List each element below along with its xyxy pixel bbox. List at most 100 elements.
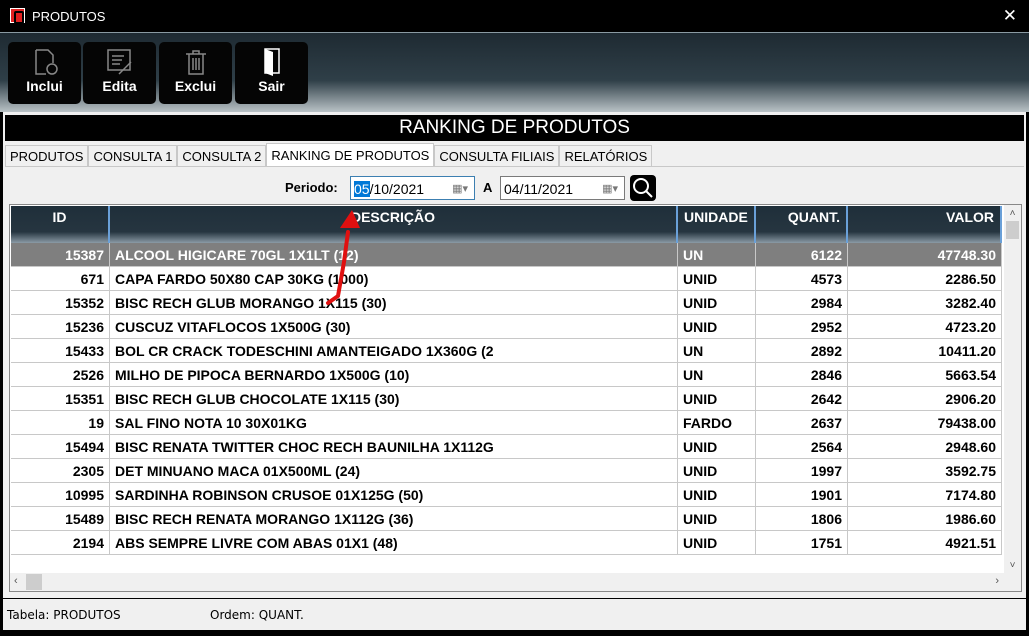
cell-unidade: UNID [678, 531, 756, 555]
cell-unidade: UNID [678, 267, 756, 291]
cell-id: 2526 [11, 363, 110, 387]
cell-valor: 79438.00 [848, 411, 1002, 435]
tab-divider [5, 166, 1024, 167]
cell-id: 15387 [11, 243, 110, 267]
window-title: PRODUTOS [32, 9, 106, 24]
cell-unidade: FARDO [678, 411, 756, 435]
tab-produtos[interactable]: PRODUTOS [5, 145, 89, 166]
cell-descricao: BISC RECH RENATA MORANGO 1X112G (36) [110, 507, 678, 531]
status-table: Tabela: PRODUTOS [7, 608, 121, 622]
sair-button[interactable]: Sair [235, 42, 308, 104]
start-date-input[interactable]: 05/10/2021 ▦▾ [350, 176, 475, 200]
trash-icon [159, 42, 232, 78]
cell-valor: 1986.60 [848, 507, 1002, 531]
cell-descricao: ALCOOL HIGICARE 70GL 1X1LT (12) [110, 243, 678, 267]
cell-quant: 2892 [756, 339, 848, 363]
scroll-up-icon[interactable]: ˄ [1009, 208, 1016, 219]
cell-valor: 4921.51 [848, 531, 1002, 555]
table-row[interactable]: 2305 DET MINUANO MACA 01X500ML (24) UNID 19… [11, 459, 1002, 483]
calendar-dropdown-icon[interactable]: ▦▾ [452, 183, 468, 195]
cell-id: 15433 [11, 339, 110, 363]
table-row[interactable]: 15387 ALCOOL HIGICARE 70GL 1X1LT (12) UN 61… [11, 243, 1002, 267]
toolbar: Inclui Edita Exclui Sair [0, 32, 1029, 112]
period-label: Periodo: [285, 180, 338, 195]
scroll-down-icon[interactable]: ˅ [1009, 560, 1016, 571]
cell-quant: 2984 [756, 291, 848, 315]
column-header-descricao[interactable]: DESCRIÇÃO [110, 206, 678, 243]
table-row[interactable]: 671 CAPA FARDO 50X80 CAP 30KG (1000) UNID 4… [11, 267, 1002, 291]
table-row[interactable]: 15351 BISC RECH GLUB CHOCOLATE 1X115 (30)… [11, 387, 1002, 411]
cell-unidade: UNID [678, 435, 756, 459]
scroll-right-icon[interactable]: › [995, 575, 999, 587]
table-row[interactable]: 15489 BISC RECH RENATA MORANGO 1X112G (36… [11, 507, 1002, 531]
status-bar: Tabela: PRODUTOS Ordem: QUANT. [3, 598, 1026, 628]
cell-id: 15352 [11, 291, 110, 315]
table-row[interactable]: 15433 BOL CR CRACK TODESCHINI AMANTEIGADO… [11, 339, 1002, 363]
tab-consulta-2[interactable]: CONSULTA 2 [177, 145, 267, 166]
table-row[interactable]: 2194 ABS SEMPRE LIVRE COM ABAS 01X1 (48) U… [11, 531, 1002, 555]
table-row[interactable]: 2526 MILHO DE PIPOCA BERNARDO 1X500G (10)… [11, 363, 1002, 387]
cell-quant: 2637 [756, 411, 848, 435]
search-button[interactable] [630, 175, 656, 201]
cell-id: 10995 [11, 483, 110, 507]
column-header-quant[interactable]: QUANT. [756, 206, 848, 243]
column-header-unidade[interactable]: UNIDADE [678, 206, 756, 243]
cell-descricao: DET MINUANO MACA 01X500ML (24) [110, 459, 678, 483]
cell-id: 19 [11, 411, 110, 435]
cell-id: 15489 [11, 507, 110, 531]
cell-valor: 10411.20 [848, 339, 1002, 363]
cell-quant: 2952 [756, 315, 848, 339]
edita-button[interactable]: Edita [83, 42, 156, 104]
main-panel: RANKING DE PRODUTOS PRODUTOS CONSULTA 1 … [3, 112, 1026, 630]
table-row[interactable]: 15494 BISC RENATA TWITTER CHOC RECH BAUNI… [11, 435, 1002, 459]
tab-consulta-1[interactable]: CONSULTA 1 [88, 145, 178, 166]
horizontal-scrollbar[interactable]: ‹ › [10, 573, 1021, 591]
vertical-scrollbar[interactable]: ˄ ˅ [1004, 205, 1021, 573]
inclui-button[interactable]: Inclui [8, 42, 81, 104]
door-exit-icon [235, 42, 308, 78]
cell-quant: 2846 [756, 363, 848, 387]
column-header-valor[interactable]: VALOR [848, 206, 1002, 243]
cell-descricao: ABS SEMPRE LIVRE COM ABAS 01X1 (48) [110, 531, 678, 555]
scroll-left-icon[interactable]: ‹ [14, 575, 18, 587]
table-header: ID DESCRIÇÃO UNIDADE QUANT. VALOR [11, 206, 1002, 243]
cell-descricao: BISC RECH GLUB CHOCOLATE 1X115 (30) [110, 387, 678, 411]
cell-unidade: UNID [678, 507, 756, 531]
cell-valor: 5663.54 [848, 363, 1002, 387]
cell-descricao: SARDINHA ROBINSON CRUSOE 01X125G (50) [110, 483, 678, 507]
cell-unidade: UNID [678, 291, 756, 315]
table-row[interactable]: 15352 BISC RECH GLUB MORANGO 1X115 (30) UN… [11, 291, 1002, 315]
cell-unidade: UNID [678, 387, 756, 411]
cell-valor: 47748.30 [848, 243, 1002, 267]
calendar-dropdown-icon[interactable]: ▦▾ [602, 183, 618, 195]
cell-id: 15351 [11, 387, 110, 411]
cell-unidade: UNID [678, 459, 756, 483]
hscroll-thumb[interactable] [26, 574, 42, 590]
cell-valor: 3282.40 [848, 291, 1002, 315]
column-header-id[interactable]: ID [11, 206, 110, 243]
ranking-table: ID DESCRIÇÃO UNIDADE QUANT. VALOR 15387 A… [9, 204, 1022, 592]
scroll-thumb[interactable] [1006, 221, 1019, 239]
tab-relatorios[interactable]: RELATÓRIOS [559, 145, 653, 166]
cell-descricao: SAL FINO NOTA 10 30X01KG [110, 411, 678, 435]
cell-descricao: CUSCUZ VITAFLOCOS 1X500G (30) [110, 315, 678, 339]
cell-id: 671 [11, 267, 110, 291]
cell-quant: 1806 [756, 507, 848, 531]
cell-id: 15494 [11, 435, 110, 459]
cell-valor: 3592.75 [848, 459, 1002, 483]
cell-descricao: BISC RECH GLUB MORANGO 1X115 (30) [110, 291, 678, 315]
end-date-input[interactable]: 04/11/2021 ▦▾ [500, 176, 625, 200]
cell-valor: 2286.50 [848, 267, 1002, 291]
cell-id: 2194 [11, 531, 110, 555]
cell-descricao: MILHO DE PIPOCA BERNARDO 1X500G (10) [110, 363, 678, 387]
tab-ranking-de-produtos[interactable]: RANKING DE PRODUTOS [266, 143, 435, 166]
table-row[interactable]: 10995 SARDINHA ROBINSON CRUSOE 01X125G (5… [11, 483, 1002, 507]
table-row[interactable]: 19 SAL FINO NOTA 10 30X01KG FARDO 2637 79438… [11, 411, 1002, 435]
table-row[interactable]: 15236 CUSCUZ VITAFLOCOS 1X500G (30) UNID 29… [11, 315, 1002, 339]
cell-id: 15236 [11, 315, 110, 339]
cell-quant: 2564 [756, 435, 848, 459]
tab-consulta-filiais[interactable]: CONSULTA FILIAIS [434, 145, 560, 166]
close-button[interactable]: ✕ [1002, 6, 1017, 25]
exclui-button[interactable]: Exclui [159, 42, 232, 104]
